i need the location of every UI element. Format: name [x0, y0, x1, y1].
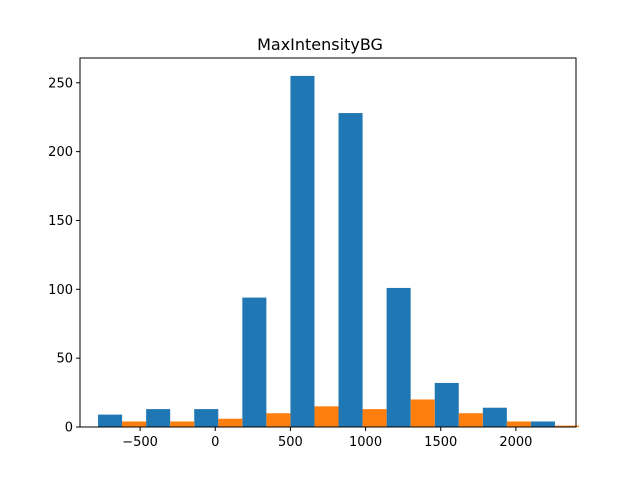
y-tick-label: 200: [48, 145, 73, 160]
bar-series1-bin6: [338, 113, 363, 427]
bar-series2-bin7: [410, 399, 435, 427]
y-tick-label: 0: [65, 421, 73, 436]
y-tick-label: 250: [48, 76, 73, 91]
x-tick-label: 2000: [499, 435, 532, 450]
bar-series1-bin5: [290, 75, 315, 428]
y-tick-label: 100: [48, 283, 73, 298]
y-axis: 0 50 100 150 200 250: [48, 76, 80, 436]
x-tick-label: 0: [211, 435, 219, 450]
x-tick-label: 500: [278, 435, 303, 450]
x-axis: −500 0 500 1000 1500 2000: [122, 427, 532, 450]
plot-frame: [79, 57, 577, 428]
bar-series1-bin8: [434, 382, 459, 427]
x-tick-label: −500: [122, 435, 158, 450]
bar-series1-bin1: [98, 414, 123, 427]
bar-series1-bin10: [530, 421, 555, 427]
bar-series1-bin3: [194, 409, 219, 427]
bar-series2-bin9: [506, 421, 531, 427]
bar-series2-bin6: [362, 409, 387, 427]
bar-series1-bin7: [386, 287, 411, 427]
bar-series1-bin2: [146, 409, 171, 427]
bar-series2-bin10: [554, 425, 580, 427]
x-tick-label: 1000: [349, 435, 382, 450]
y-tick-label: 50: [56, 352, 73, 367]
bar-series2-bin5: [314, 406, 339, 427]
bar-series2-bin3: [218, 418, 243, 427]
y-tick-label: 150: [48, 214, 73, 229]
bar-series1-bin4: [242, 297, 267, 427]
bar-series1-bin9: [482, 407, 507, 427]
bar-series2-bin8: [458, 413, 483, 427]
bar-series2-bin1: [122, 421, 147, 427]
bar-series2-bin2: [170, 421, 195, 427]
bars-layer: [98, 75, 580, 428]
x-tick-label: 1500: [424, 435, 457, 450]
bar-series2-bin4: [266, 413, 291, 427]
chart-title: MaxIntensityBG: [257, 35, 383, 54]
